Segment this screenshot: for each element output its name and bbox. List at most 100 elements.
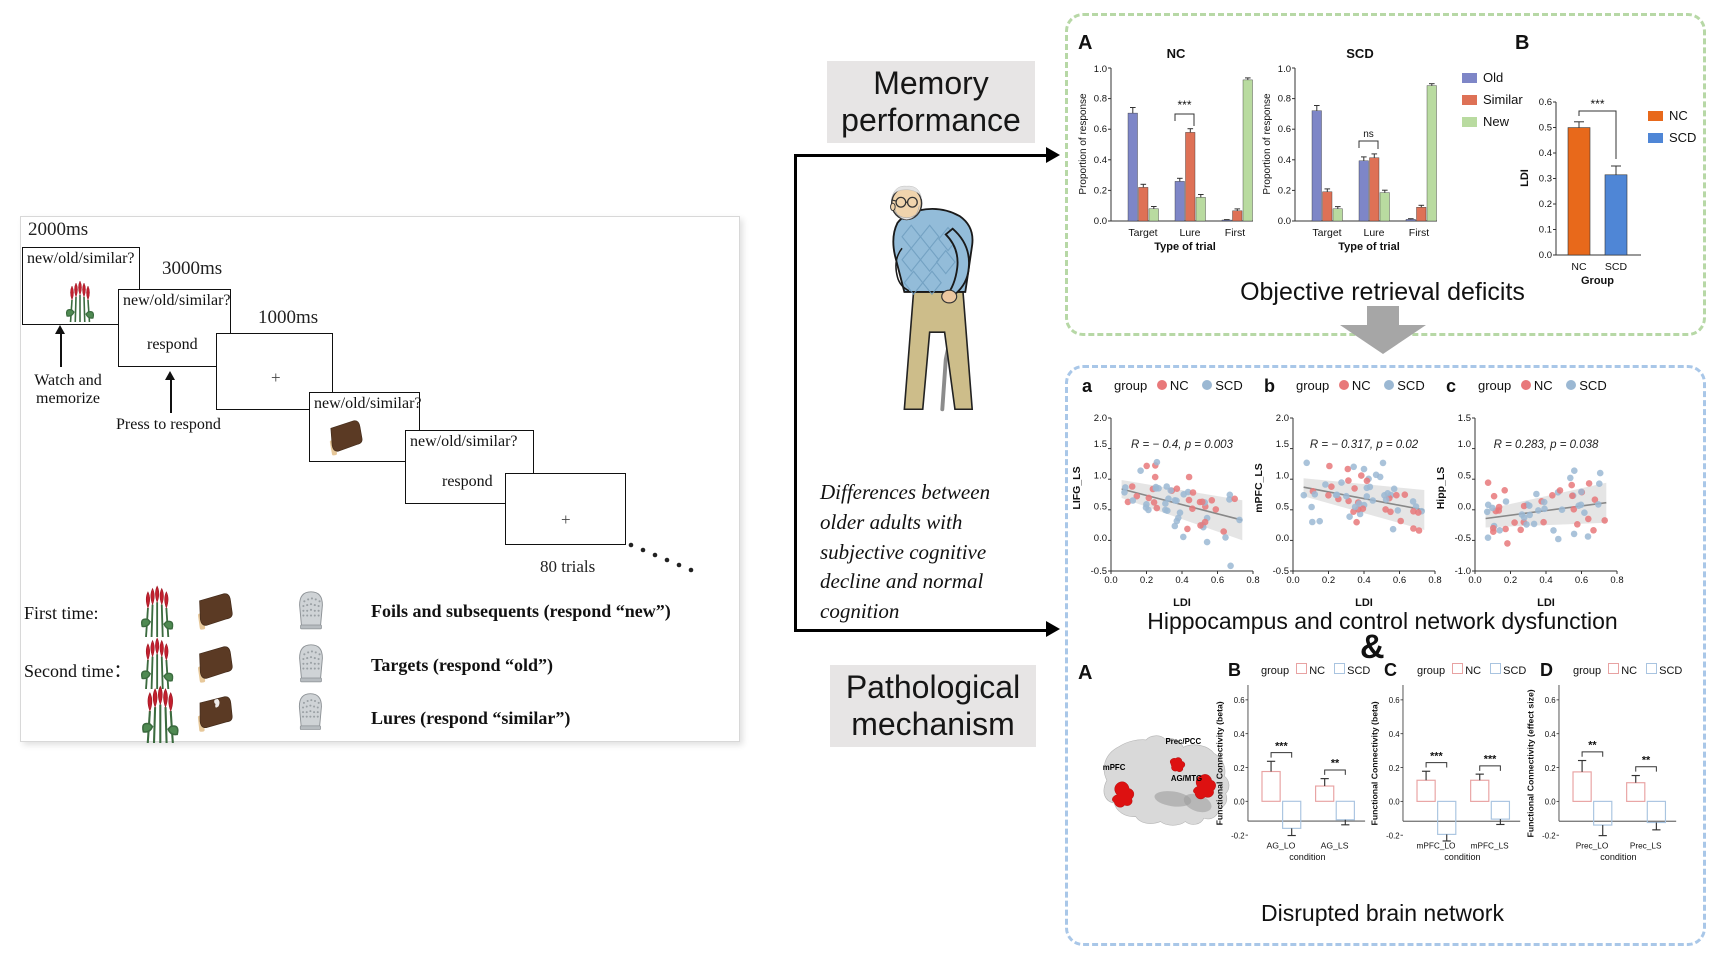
svg-text:***: *** (1484, 754, 1497, 766)
svg-text:0.2: 0.2 (1389, 764, 1400, 773)
svg-text:Prec/PCC: Prec/PCC (1165, 737, 1201, 746)
svg-text:0.1: 0.1 (1539, 225, 1552, 236)
svg-text:AG_LO: AG_LO (1267, 841, 1296, 851)
svg-text:Target: Target (1312, 227, 1341, 239)
svg-text:Functional Connectivity (beta): Functional Connectivity (beta) (1215, 701, 1225, 825)
svg-text:0.6: 0.6 (1389, 696, 1401, 705)
svg-text:0.6: 0.6 (1211, 575, 1224, 586)
svg-text:2.0: 2.0 (1276, 413, 1289, 424)
svg-text:condition: condition (1444, 852, 1480, 862)
svg-text:0.0: 0.0 (1539, 250, 1552, 261)
svg-text:***: *** (1430, 750, 1443, 762)
svg-text:0.5: 0.5 (1094, 502, 1107, 513)
svg-text:0.3: 0.3 (1539, 174, 1552, 185)
svg-text:0.5: 0.5 (1276, 502, 1289, 513)
svg-text:LIFG_LS: LIFG_LS (1071, 466, 1083, 509)
svg-text:0.0: 0.0 (1234, 798, 1246, 807)
svg-text:0.6: 0.6 (1393, 575, 1406, 586)
svg-text:0.0: 0.0 (1094, 216, 1107, 227)
svg-text:Functional Connectivity (effec: Functional Connectivity (effect size) (1525, 689, 1535, 837)
svg-text:0.2: 0.2 (1278, 185, 1291, 196)
svg-text:***: *** (1590, 97, 1604, 111)
svg-text:mPFC: mPFC (1103, 763, 1126, 772)
svg-text:**: ** (1331, 758, 1340, 770)
svg-text:0.8: 0.8 (1278, 94, 1291, 105)
svg-text:0.4: 0.4 (1175, 575, 1188, 586)
svg-text:0.2: 0.2 (1322, 575, 1335, 586)
svg-text:0.8: 0.8 (1246, 575, 1259, 586)
svg-text:0.0: 0.0 (1286, 575, 1299, 586)
svg-text:R = − 0.4, p = 0.003: R = − 0.4, p = 0.003 (1131, 439, 1234, 451)
svg-text:0.5: 0.5 (1458, 470, 1471, 481)
svg-text:R = 0.283, p = 0.038: R = 0.283, p = 0.038 (1494, 439, 1599, 451)
svg-text:1.0: 1.0 (1278, 64, 1291, 75)
svg-text:0.0: 0.0 (1278, 216, 1291, 227)
svg-text:0.6: 0.6 (1234, 696, 1246, 705)
svg-text:NC: NC (1167, 46, 1186, 61)
svg-text:-0.2: -0.2 (1542, 832, 1556, 841)
svg-text:0.2: 0.2 (1539, 199, 1552, 210)
svg-text:0.4: 0.4 (1389, 730, 1401, 739)
svg-text:Lure: Lure (1363, 227, 1384, 239)
svg-text:SCD: SCD (1346, 46, 1373, 61)
svg-text:R = − 0.317, p = 0.02: R = − 0.317, p = 0.02 (1310, 439, 1419, 451)
svg-text:mPFC_LS: mPFC_LS (1471, 842, 1510, 851)
svg-text:1.0: 1.0 (1458, 439, 1471, 450)
svg-text:AG_LS: AG_LS (1321, 841, 1349, 851)
svg-text:-0.2: -0.2 (1231, 832, 1245, 841)
svg-text:0.4: 0.4 (1278, 155, 1291, 166)
svg-text:Type of trial: Type of trial (1338, 241, 1400, 253)
svg-text:1.5: 1.5 (1458, 413, 1471, 424)
svg-text:0.4: 0.4 (1545, 730, 1557, 739)
svg-text:0.0: 0.0 (1276, 533, 1289, 544)
svg-text:Proportion of response: Proportion of response (1262, 93, 1273, 195)
svg-text:0.4: 0.4 (1234, 730, 1246, 739)
svg-text:0.6: 0.6 (1545, 696, 1557, 705)
svg-text:1.0: 1.0 (1094, 64, 1107, 75)
svg-text:***: *** (1177, 98, 1191, 112)
svg-text:Proportion of response: Proportion of response (1078, 93, 1089, 195)
svg-text:0.6: 0.6 (1094, 124, 1107, 135)
svg-text:0.2: 0.2 (1234, 764, 1245, 773)
svg-text:1.5: 1.5 (1276, 439, 1289, 450)
svg-text:mPFC_LS: mPFC_LS (1253, 463, 1265, 513)
svg-text:0.5: 0.5 (1539, 123, 1552, 134)
svg-text:Target: Target (1128, 227, 1157, 239)
svg-text:SCD: SCD (1605, 261, 1628, 273)
svg-text:***: *** (1275, 741, 1288, 753)
svg-text:2.0: 2.0 (1094, 413, 1107, 424)
svg-text:1.0: 1.0 (1276, 470, 1289, 481)
svg-text:1.5: 1.5 (1094, 439, 1107, 450)
svg-text:Hipp_LS: Hipp_LS (1435, 467, 1447, 510)
svg-text:-0.2: -0.2 (1386, 832, 1400, 841)
svg-text:0.8: 0.8 (1428, 575, 1441, 586)
svg-text:0.6: 0.6 (1575, 575, 1588, 586)
svg-text:0.6: 0.6 (1278, 124, 1291, 135)
svg-text:0.0: 0.0 (1104, 575, 1117, 586)
svg-text:ns: ns (1363, 129, 1374, 140)
svg-text:0.0: 0.0 (1094, 533, 1107, 544)
svg-text:0.0: 0.0 (1458, 502, 1471, 513)
svg-text:Prec_LO: Prec_LO (1576, 842, 1609, 851)
svg-text:Type of trial: Type of trial (1154, 241, 1216, 253)
svg-text:Prec_LS: Prec_LS (1630, 842, 1662, 851)
svg-text:mPFC_LO: mPFC_LO (1417, 842, 1457, 851)
svg-text:0.0: 0.0 (1545, 798, 1557, 807)
svg-text:Lure: Lure (1179, 227, 1200, 239)
svg-text:0.2: 0.2 (1094, 185, 1107, 196)
svg-text:AG/MTG: AG/MTG (1171, 774, 1202, 783)
svg-text:0.2: 0.2 (1504, 575, 1517, 586)
svg-text:0.8: 0.8 (1094, 94, 1107, 105)
svg-text:0.4: 0.4 (1539, 148, 1552, 159)
svg-text:Functional Connectivity (beta): Functional Connectivity (beta) (1370, 701, 1380, 825)
svg-text:**: ** (1642, 755, 1651, 767)
svg-text:First: First (1409, 227, 1429, 239)
svg-text:0.0: 0.0 (1468, 575, 1481, 586)
svg-text:0.4: 0.4 (1094, 155, 1107, 166)
svg-text:0.6: 0.6 (1539, 97, 1552, 108)
svg-text:First: First (1225, 227, 1245, 239)
svg-text:0.2: 0.2 (1140, 575, 1153, 586)
svg-text:**: ** (1588, 740, 1597, 752)
svg-text:-0.5: -0.5 (1455, 533, 1471, 544)
svg-text:0.8: 0.8 (1610, 575, 1623, 586)
